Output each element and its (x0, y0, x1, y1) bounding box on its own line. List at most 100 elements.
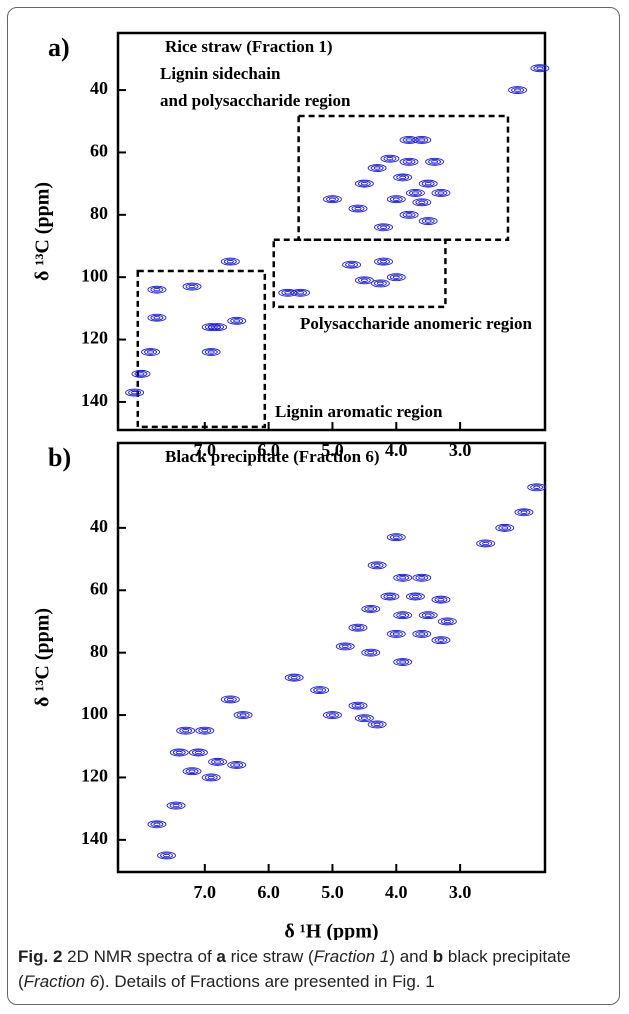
contour-ring (498, 525, 512, 531)
cross-peak (393, 658, 413, 666)
contour-ring (287, 674, 301, 681)
x-tick-label: 7.0 (194, 440, 217, 460)
caption-part: ) and (389, 947, 433, 966)
contour-ring (201, 729, 209, 733)
cross-peak (284, 673, 304, 682)
contour-ring (386, 629, 406, 638)
contour-ring (425, 157, 445, 166)
contour-ring (520, 510, 528, 514)
contour-ring (411, 594, 419, 599)
contour-ring (147, 350, 155, 354)
cross-peak (412, 573, 432, 582)
x-tick-label: 6.0 (257, 440, 280, 460)
x-tick-label: 5.0 (321, 882, 344, 902)
contour-ring (150, 821, 164, 828)
contour-ring (437, 617, 457, 626)
cross-peak (393, 611, 413, 620)
contour-ring (297, 291, 304, 295)
contour-ring (169, 748, 189, 757)
contour-ring (201, 348, 221, 356)
contour-ring (380, 259, 387, 264)
contour-ring (396, 612, 410, 619)
contour-ring (329, 197, 336, 201)
contour-ring (351, 624, 365, 631)
contour-ring (405, 213, 413, 217)
contour-ring (508, 86, 528, 95)
contour-ring (348, 623, 368, 632)
contour-ring (220, 695, 240, 704)
cross-peak (141, 348, 161, 356)
contour-ring (424, 181, 432, 186)
contour-ring (354, 179, 374, 188)
contour-ring (415, 137, 429, 143)
x-tick-label: 7.0 (194, 882, 217, 902)
contour-ring (389, 196, 403, 203)
contour-ring (415, 631, 429, 637)
contour-ring (348, 263, 356, 267)
contour-ring (354, 714, 374, 723)
cross-peak (166, 801, 186, 810)
contour-ring (176, 726, 196, 735)
cross-peak (182, 767, 202, 776)
cross-peak (233, 711, 253, 720)
cross-peak (412, 198, 432, 207)
contour-ring (291, 288, 310, 297)
contour-ring (412, 198, 432, 207)
caption-part: black precipitate ( (18, 947, 571, 991)
contour-ring (514, 88, 522, 92)
cross-peak (367, 561, 387, 570)
contour-ring (182, 767, 202, 776)
contour-ring (204, 774, 218, 781)
cross-peak (418, 611, 438, 620)
cross-peak (437, 617, 457, 626)
contour-ring (188, 748, 208, 757)
contour-ring (402, 158, 416, 165)
contour-ring (316, 688, 324, 692)
cross-peak (147, 285, 167, 294)
contour-ring (204, 349, 218, 355)
contour-ring (357, 180, 371, 187)
contour-ring (131, 390, 139, 395)
contour-ring (211, 759, 225, 765)
caption-part: ). Details of Fractions are presented in… (99, 972, 435, 991)
contour-ring (415, 574, 429, 581)
contour-ring (354, 704, 362, 708)
contour-ring (418, 611, 438, 620)
cross-peak (476, 539, 496, 548)
cross-peak (131, 369, 151, 378)
contour-ring (227, 316, 247, 325)
contour-ring (182, 282, 202, 291)
cross-peak (431, 595, 451, 604)
contour-ring (479, 540, 493, 547)
contour-ring (418, 576, 426, 580)
contour-ring (437, 191, 445, 195)
contour-ring (408, 593, 422, 600)
contour-ring (150, 286, 164, 293)
contour-ring (418, 138, 426, 142)
contour-ring (335, 642, 355, 651)
contour-ring (386, 533, 406, 542)
cross-peak (418, 179, 438, 188)
plot-frame (116, 441, 547, 874)
contour-ring (201, 773, 221, 782)
cross-peak (342, 260, 362, 269)
x-tick-label: 6.0 (257, 882, 280, 902)
caption: Fig. 2 2D NMR spectra of a rice straw (F… (18, 944, 614, 994)
y-tick-label: 120 (81, 766, 108, 786)
cross-peak (291, 288, 310, 297)
caption-part: b (432, 947, 444, 966)
cross-peak (405, 592, 425, 601)
contour-ring (220, 257, 240, 266)
contour-ring (373, 563, 381, 567)
contour-ring (313, 687, 327, 693)
contour-ring (326, 712, 339, 718)
x-tick-label: 5.0 (321, 440, 344, 460)
contour-ring (424, 219, 432, 223)
cross-peak (310, 686, 330, 695)
contour-ring (278, 288, 298, 297)
contour-ring (399, 660, 407, 664)
region-label: Polysaccharide anomeric region (300, 314, 533, 333)
contour-ring (357, 277, 371, 284)
cross-peak (201, 773, 221, 782)
